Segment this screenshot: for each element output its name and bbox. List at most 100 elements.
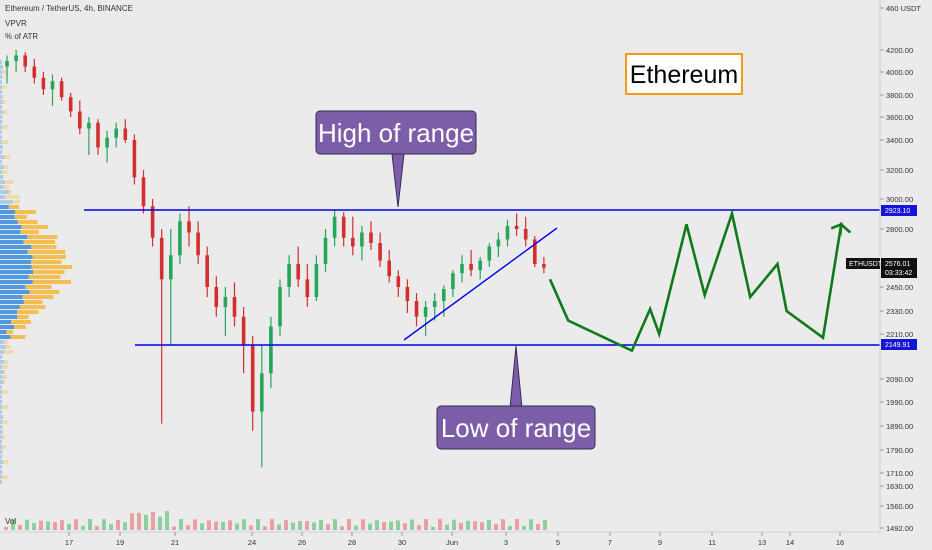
low-callout: Low of range bbox=[436, 345, 596, 450]
countdown-label: 03:33:42 bbox=[885, 270, 912, 277]
candle-body bbox=[205, 255, 209, 287]
vp-buy-bar bbox=[0, 180, 6, 184]
volume-bar bbox=[431, 526, 435, 530]
candle-body bbox=[469, 264, 473, 271]
candle-body bbox=[314, 264, 319, 297]
vp-buy-bar bbox=[0, 325, 15, 329]
candle-body bbox=[405, 287, 410, 301]
candle-body bbox=[232, 297, 237, 317]
vp-buy-bar bbox=[0, 90, 2, 94]
time-tick-label: 3 bbox=[504, 538, 508, 547]
candle-body bbox=[196, 232, 200, 256]
volume-bar bbox=[4, 527, 8, 530]
candle-body bbox=[423, 307, 428, 317]
price-axis-ticks: 460 USDT 4200.00 4000.00 3800.00 3600.00 3400… bbox=[880, 4, 921, 533]
vp-buy-bar bbox=[0, 175, 4, 179]
indicator-vpvr[interactable]: VPVR bbox=[5, 19, 27, 28]
candle-body bbox=[32, 66, 37, 78]
vp-sell-bar bbox=[6, 345, 11, 349]
vp-buy-bar bbox=[0, 240, 24, 244]
volume-bar bbox=[368, 523, 372, 530]
vp-buy-bar bbox=[0, 380, 4, 384]
candle-body bbox=[50, 81, 55, 90]
vp-sell-bar bbox=[32, 255, 66, 259]
vp-buy-bar bbox=[0, 245, 32, 249]
vp-sell-bar bbox=[3, 155, 10, 159]
vp-buy-bar bbox=[0, 125, 2, 129]
volume-bar bbox=[53, 522, 57, 530]
volume-bar bbox=[291, 522, 295, 530]
range-lines bbox=[84, 209, 880, 346]
vp-sell-bar bbox=[20, 230, 39, 234]
volume-bar bbox=[88, 519, 92, 530]
vp-buy-bar bbox=[0, 480, 2, 484]
vp-buy-bar bbox=[0, 215, 15, 219]
vp-buy-bar bbox=[0, 370, 5, 374]
vp-sell-bar bbox=[31, 245, 57, 249]
vp-buy-bar bbox=[0, 85, 2, 89]
time-tick-label: 9 bbox=[658, 538, 662, 547]
support-trendline[interactable] bbox=[403, 227, 558, 341]
candle-body bbox=[451, 273, 455, 289]
candle-body bbox=[542, 264, 546, 268]
vp-buy-bar bbox=[0, 110, 4, 114]
vp-sell-bar bbox=[21, 225, 48, 229]
vp-sell-bar bbox=[5, 180, 15, 184]
vp-sell-bar bbox=[2, 445, 7, 449]
vp-sell-bar bbox=[2, 365, 8, 369]
volume-bar bbox=[102, 519, 106, 530]
vp-sell-bar bbox=[2, 70, 8, 74]
candle-body bbox=[414, 301, 419, 317]
price-tick-label: 2210.00 bbox=[886, 330, 913, 339]
vp-sell-bar bbox=[31, 260, 62, 264]
time-tick-label: 11 bbox=[708, 538, 716, 547]
volume-bars bbox=[4, 511, 547, 530]
vp-buy-bar bbox=[0, 430, 2, 434]
vp-buy-bar bbox=[0, 95, 2, 99]
vp-sell-bar bbox=[2, 170, 8, 174]
volume-bar bbox=[116, 519, 120, 530]
vp-sell-bar bbox=[2, 475, 8, 479]
price-tick-label: 1630.00 bbox=[886, 482, 913, 491]
candle-body bbox=[487, 246, 492, 261]
time-tick-label: 17 bbox=[65, 538, 73, 547]
vp-buy-bar bbox=[0, 345, 7, 349]
candle-body bbox=[287, 264, 291, 287]
symbol-header[interactable]: Ethereum / TetherUS, 4h, BINANCE bbox=[5, 4, 133, 13]
vp-buy-bar bbox=[0, 390, 2, 394]
vp-sell-bar bbox=[2, 115, 3, 119]
volume-label[interactable]: Vol bbox=[5, 517, 17, 526]
volume-bar bbox=[284, 519, 288, 530]
volume-bar bbox=[165, 511, 169, 530]
volume-bar bbox=[452, 519, 456, 530]
indicator-atr[interactable]: % of ATR bbox=[5, 32, 39, 41]
volume-bar bbox=[340, 526, 344, 530]
vp-buy-bar bbox=[0, 260, 32, 264]
price-tick-label: 1710.00 bbox=[886, 469, 913, 478]
price-tick-label: 1492.00 bbox=[886, 524, 913, 533]
volume-bar bbox=[25, 519, 29, 530]
candle-body bbox=[305, 279, 310, 297]
candle-body bbox=[460, 264, 464, 274]
candle-body bbox=[23, 55, 27, 67]
vp-buy-bar bbox=[0, 100, 3, 104]
vp-buy-bar bbox=[0, 310, 18, 314]
vp-sell-bar bbox=[31, 265, 73, 269]
vp-buy-bar bbox=[0, 285, 26, 289]
candle-body bbox=[369, 232, 373, 243]
vp-sell-bar bbox=[27, 235, 58, 239]
time-tick-label: 5 bbox=[556, 538, 560, 547]
volume-bar bbox=[326, 524, 330, 530]
projection-line[interactable] bbox=[548, 208, 852, 353]
vp-buy-bar bbox=[0, 120, 3, 124]
candle-body bbox=[214, 287, 219, 307]
candle-body bbox=[278, 287, 282, 327]
vp-sell-bar bbox=[9, 190, 12, 194]
time-tick-label: 14 bbox=[786, 538, 794, 547]
vp-sell-bar bbox=[3, 165, 9, 169]
volume-bar bbox=[410, 519, 414, 530]
vp-buy-bar bbox=[0, 165, 4, 169]
volume-bar bbox=[529, 519, 533, 530]
volume-bar bbox=[123, 522, 127, 530]
